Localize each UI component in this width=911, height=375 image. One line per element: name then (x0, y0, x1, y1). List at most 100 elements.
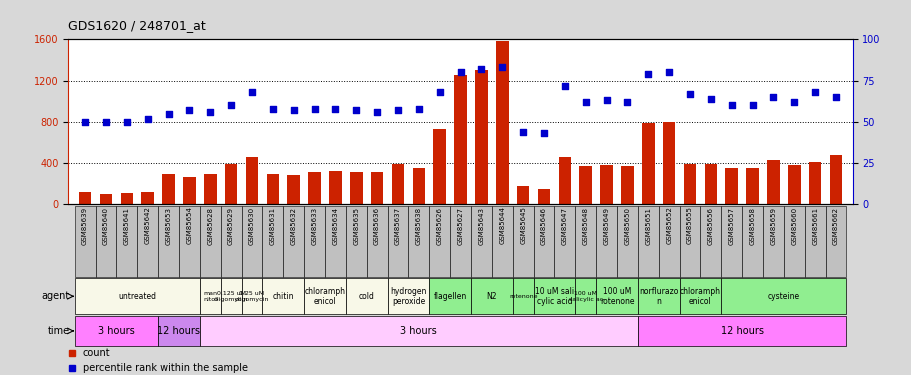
FancyBboxPatch shape (387, 278, 429, 314)
Bar (787, 165, 800, 204)
Point (474, 66, 488, 72)
Text: GSM85661: GSM85661 (812, 207, 817, 245)
FancyBboxPatch shape (220, 206, 241, 277)
Point (828, 94, 843, 100)
FancyBboxPatch shape (241, 206, 262, 277)
Text: GSM85640: GSM85640 (103, 207, 108, 245)
Point (140, 116, 155, 122)
Bar (329, 171, 342, 204)
Point (578, 99, 592, 105)
FancyBboxPatch shape (366, 206, 387, 277)
Bar (766, 160, 779, 204)
Text: GSM85648: GSM85648 (582, 207, 589, 245)
Text: 100 uM
rotenone: 100 uM rotenone (599, 286, 633, 306)
Bar (599, 165, 612, 204)
FancyBboxPatch shape (137, 206, 158, 277)
Bar (808, 162, 821, 204)
FancyBboxPatch shape (637, 316, 845, 346)
FancyBboxPatch shape (575, 206, 596, 277)
Text: count: count (82, 348, 110, 358)
FancyBboxPatch shape (721, 206, 742, 277)
Bar (724, 168, 737, 204)
FancyBboxPatch shape (575, 278, 596, 314)
Bar (454, 75, 466, 204)
Text: 10 uM sali
cylic acid: 10 uM sali cylic acid (534, 286, 573, 306)
FancyBboxPatch shape (408, 206, 429, 277)
Text: GSM85662: GSM85662 (832, 207, 838, 245)
Text: cysteine: cysteine (767, 292, 799, 301)
Bar (287, 175, 300, 204)
Text: untreated: untreated (118, 292, 156, 301)
FancyBboxPatch shape (700, 206, 721, 277)
Text: GSM85635: GSM85635 (353, 207, 359, 245)
FancyBboxPatch shape (617, 206, 637, 277)
FancyBboxPatch shape (345, 278, 387, 314)
Text: GSM85630: GSM85630 (249, 207, 255, 245)
Point (495, 64, 509, 70)
Point (98, 119, 113, 125)
Text: GSM85629: GSM85629 (228, 207, 234, 245)
Point (536, 130, 550, 136)
FancyBboxPatch shape (721, 278, 845, 314)
Bar (99, 194, 112, 204)
Text: GSM85633: GSM85633 (312, 207, 317, 245)
Text: 0.125 uM
oligomycin: 0.125 uM oligomycin (214, 291, 248, 302)
Text: GSM85646: GSM85646 (540, 207, 547, 245)
Text: cold: cold (358, 292, 374, 301)
Point (516, 129, 530, 135)
FancyBboxPatch shape (75, 316, 158, 346)
Point (370, 109, 384, 115)
FancyBboxPatch shape (533, 206, 554, 277)
Point (807, 89, 822, 95)
Text: time: time (47, 326, 69, 336)
FancyBboxPatch shape (158, 206, 179, 277)
FancyBboxPatch shape (470, 206, 491, 277)
FancyBboxPatch shape (804, 206, 824, 277)
Text: 1.25 uM
oligomycin: 1.25 uM oligomycin (234, 291, 269, 302)
Bar (350, 172, 363, 204)
Bar (662, 122, 675, 204)
FancyBboxPatch shape (96, 206, 117, 277)
Point (203, 109, 218, 115)
FancyBboxPatch shape (783, 206, 804, 277)
FancyBboxPatch shape (200, 206, 220, 277)
Text: N2: N2 (486, 292, 496, 301)
FancyBboxPatch shape (200, 278, 220, 314)
FancyBboxPatch shape (387, 206, 408, 277)
Point (119, 119, 134, 125)
Point (244, 89, 259, 95)
Text: GSM85651: GSM85651 (645, 207, 650, 245)
Bar (745, 168, 758, 204)
FancyBboxPatch shape (470, 278, 512, 314)
Text: GSM85657: GSM85657 (728, 207, 734, 245)
Bar (704, 164, 716, 204)
Text: GSM85626: GSM85626 (436, 207, 442, 245)
Text: GSM85636: GSM85636 (374, 207, 380, 245)
Text: 12 hours: 12 hours (158, 326, 200, 336)
Text: GSM85643: GSM85643 (478, 207, 484, 245)
Text: 3 hours: 3 hours (400, 326, 436, 336)
Point (411, 106, 425, 112)
Point (432, 89, 446, 95)
Point (349, 107, 363, 113)
FancyBboxPatch shape (429, 278, 470, 314)
FancyBboxPatch shape (742, 206, 763, 277)
Text: GDS1620 / 248701_at: GDS1620 / 248701_at (68, 19, 206, 32)
Text: GSM85653: GSM85653 (165, 207, 171, 245)
Text: GSM85654: GSM85654 (186, 207, 192, 245)
Text: GSM85650: GSM85650 (624, 207, 630, 245)
Text: GSM85658: GSM85658 (749, 207, 755, 245)
Point (619, 99, 634, 105)
FancyBboxPatch shape (554, 206, 575, 277)
Text: man
nitol: man nitol (203, 291, 217, 302)
Bar (141, 192, 154, 204)
Bar (245, 157, 258, 204)
FancyBboxPatch shape (596, 278, 637, 314)
Point (599, 98, 613, 104)
Point (702, 96, 717, 102)
Bar (120, 193, 133, 204)
Text: hydrogen
peroxide: hydrogen peroxide (390, 286, 426, 306)
Text: GSM85641: GSM85641 (124, 207, 129, 245)
FancyBboxPatch shape (429, 206, 450, 277)
FancyBboxPatch shape (824, 206, 845, 277)
